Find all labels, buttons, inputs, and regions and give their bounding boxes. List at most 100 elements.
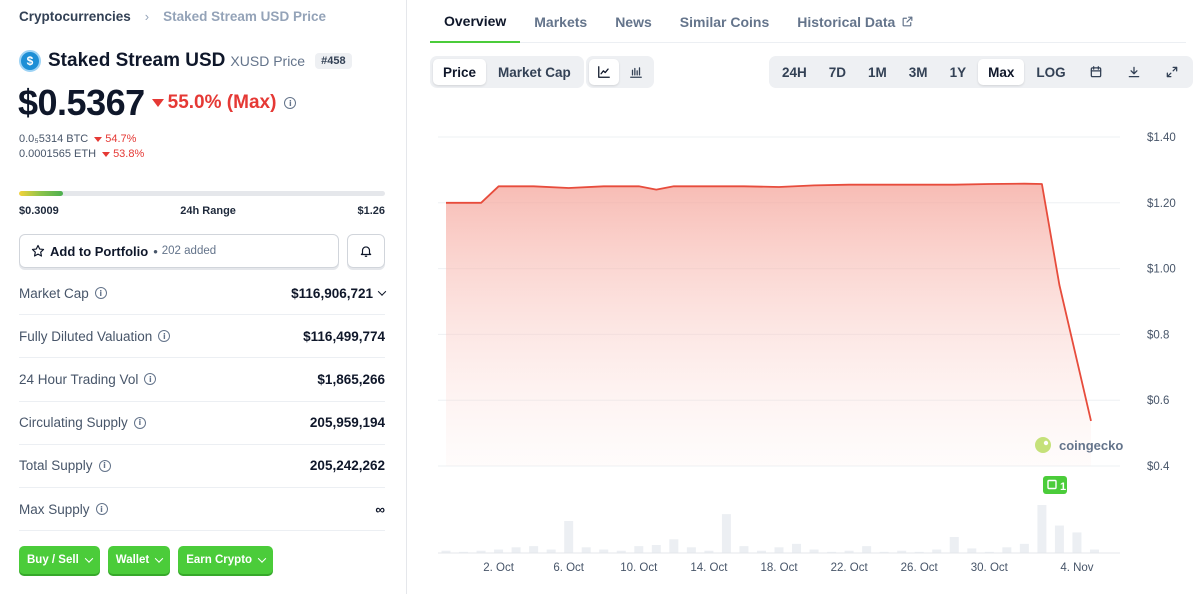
timeframe-1y[interactable]: 1Y: [949, 64, 967, 80]
timeframe-7d[interactable]: 7D: [828, 64, 847, 80]
star-icon: [31, 244, 45, 257]
btc-change: 54.7%: [94, 133, 136, 145]
buy-sell-label: Buy / Sell: [27, 554, 79, 566]
volume-bar: [984, 551, 994, 553]
line-chart-button[interactable]: [589, 59, 619, 85]
y-tick-label: $1.40: [1147, 132, 1176, 144]
news-icon: [1047, 479, 1057, 490]
download-button[interactable]: [1116, 59, 1152, 85]
timeframe-3m[interactable]: 3M: [908, 64, 928, 80]
earn-crypto-button[interactable]: Earn Crypto: [178, 546, 274, 574]
rank-badge: #458: [315, 53, 352, 69]
chart-style-toggle: [586, 56, 654, 88]
y-tick-label: $0.6: [1147, 395, 1169, 407]
stat-row-market-cap: Market Cap i $116,906,721: [19, 272, 387, 316]
info-icon[interactable]: i: [95, 503, 108, 516]
price-toggle[interactable]: Price: [433, 59, 487, 85]
eth-change-value: 53.8%: [113, 148, 145, 160]
portfolio-added-count: 202 added: [161, 245, 217, 257]
buy-sell-button[interactable]: Buy / Sell: [19, 546, 100, 574]
timeframe-1m[interactable]: 1M: [868, 64, 887, 80]
tab-overview[interactable]: Overview: [430, 0, 521, 43]
eth-change: 53.8%: [102, 148, 144, 160]
market-cap-toggle[interactable]: $116,906,721: [291, 285, 387, 301]
tab-historical-data[interactable]: Historical Data: [783, 0, 928, 43]
stat-value: $116,906,721: [291, 285, 373, 301]
candle-chart-button[interactable]: [621, 59, 651, 85]
volume-bar: [599, 549, 609, 553]
x-tick-label: 2. Oct: [483, 562, 514, 574]
volume-bar: [616, 550, 626, 553]
price-change: 55.0% (Max): [151, 92, 276, 114]
range-labels: $0.3009 24h Range $1.26: [19, 205, 385, 217]
date-range-button[interactable]: [1078, 59, 1114, 85]
breadcrumb-chevron-icon: ›: [144, 9, 150, 24]
btc-change-value: 54.7%: [105, 133, 137, 145]
volume-bar: [721, 514, 731, 553]
market-cap-chart-toggle[interactable]: Market Cap: [498, 64, 571, 80]
external-link-icon: [902, 16, 913, 27]
volume-bar: [914, 551, 924, 553]
x-tick-label: 10. Oct: [620, 562, 658, 574]
info-icon[interactable]: i: [144, 373, 157, 386]
chevron-down-icon: [84, 554, 94, 563]
volume-bar: [862, 546, 872, 553]
volume-bar: [967, 548, 977, 553]
stat-row-circulating-supply: Circulating Supply i 205,959,194: [19, 402, 385, 445]
btc-price-row: 0.0₅5314 BTC 54.7%: [19, 133, 136, 145]
eth-price: 0.0001565 ETH: [19, 148, 97, 160]
price-line: [446, 182, 1092, 422]
timeframe-max[interactable]: Max: [978, 59, 1025, 85]
stat-value: 205,242,262: [309, 458, 385, 474]
volume-bar: [756, 550, 766, 553]
stats-table: Market Cap i $116,906,721 Fully Diluted V…: [19, 272, 387, 532]
volume-bar: [1072, 532, 1082, 553]
breadcrumb: Cryptocurrencies › Staked Stream USD Pri…: [19, 9, 326, 24]
timeframe-log[interactable]: LOG: [1036, 64, 1066, 80]
x-tick-label: 14. Oct: [690, 562, 728, 574]
volume-bar: [529, 546, 539, 553]
coingecko-watermark: coingecko: [1035, 437, 1123, 453]
info-icon[interactable]: i: [98, 459, 111, 472]
wallet-button[interactable]: Wallet: [107, 546, 171, 574]
separator-dot: •: [153, 243, 158, 259]
range-low: $0.3009: [19, 205, 59, 217]
volume-bar: [792, 543, 802, 553]
volume-bar: [1002, 547, 1012, 553]
range-bar-fill: [19, 191, 63, 196]
btc-price: 0.0₅5314 BTC: [19, 133, 89, 145]
x-tick-label: 30. Oct: [971, 562, 1009, 574]
volume-bar: [669, 539, 679, 553]
x-tick-label: 26. Oct: [901, 562, 939, 574]
info-icon[interactable]: i: [284, 97, 297, 109]
stat-row-fdv: Fully Diluted Valuation i $116,499,774: [19, 315, 385, 359]
info-icon[interactable]: i: [94, 287, 107, 300]
volume-bar: [634, 546, 644, 553]
breadcrumb-root-link[interactable]: Cryptocurrencies: [19, 9, 131, 24]
line-chart-icon: [598, 66, 610, 78]
tab-similar-coins[interactable]: Similar Coins: [679, 13, 770, 30]
y-tick-label: $0.4: [1147, 461, 1170, 473]
current-price: $0.5367: [18, 82, 145, 123]
coin-symbol: XUSD Price: [230, 53, 306, 69]
price-alert-button[interactable]: [347, 234, 385, 268]
stat-label: Max Supply: [19, 501, 90, 517]
volume-bar: [1089, 549, 1099, 553]
volume-bar: [739, 546, 749, 553]
news-marker[interactable]: 1: [1043, 476, 1067, 494]
tab-historical-data-label: Historical Data: [797, 13, 896, 30]
calendar-icon: [1090, 66, 1101, 78]
earn-crypto-label: Earn Crypto: [186, 554, 253, 566]
volume-bar: [686, 547, 696, 553]
info-icon[interactable]: i: [158, 330, 171, 343]
stat-value: $1,865,266: [317, 371, 385, 387]
stat-row-total-supply: Total Supply i 205,242,262: [19, 445, 385, 488]
fullscreen-button[interactable]: [1154, 59, 1190, 85]
info-icon[interactable]: i: [133, 416, 146, 429]
tab-news[interactable]: News: [615, 13, 652, 30]
add-to-portfolio-button[interactable]: Add to Portfolio • 202 added: [19, 234, 339, 268]
timeframe-24h[interactable]: 24H: [782, 64, 807, 80]
stat-label: 24 Hour Trading Vol: [19, 371, 139, 387]
tab-markets[interactable]: Markets: [534, 13, 588, 30]
caret-down-icon: [102, 151, 111, 157]
